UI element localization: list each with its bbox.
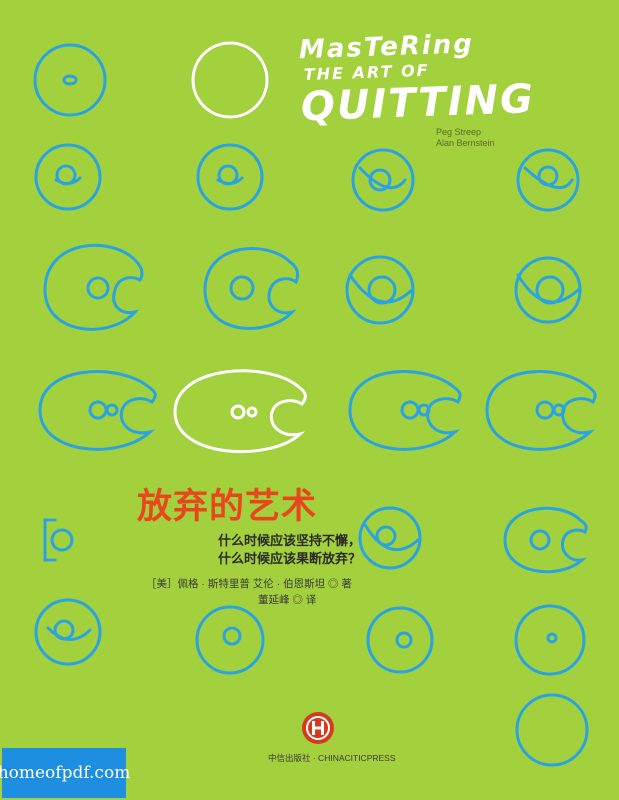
white-circle-decoration	[191, 41, 269, 119]
credits: ［美］佩格 · 斯特里普 艾伦 · 伯恩斯坦 ◎ 著 董延峰 ◎ 译	[146, 576, 352, 608]
english-title-line3: QUITTING	[300, 76, 536, 131]
circle-decoration	[348, 370, 462, 451]
circle-decoration	[43, 243, 144, 331]
chinese-title: 放弃的艺术	[137, 486, 318, 527]
circle-decoration	[516, 148, 580, 212]
circle-decoration	[366, 606, 434, 674]
english-title: MasTeRing THE ART OFQUITTING	[298, 25, 601, 130]
chinese-subtitle: 什么时候应该坚持不懈， 什么时候应该果断放弃？	[218, 532, 361, 568]
circle-decoration	[38, 370, 157, 451]
author-name: Peg Streep	[436, 127, 482, 137]
subtitle-line: 什么时候应该果断放弃？	[218, 551, 362, 566]
circle-decoration	[351, 148, 415, 212]
white-circle-decoration	[173, 369, 307, 454]
publisher-logo	[302, 712, 334, 744]
circle-decoration	[195, 605, 265, 675]
circle-decoration	[514, 256, 582, 324]
author-name: Alan Bernstein	[436, 138, 495, 148]
english-authors: Peg Streep Alan Bernstein	[436, 127, 495, 149]
circle-decoration	[34, 143, 102, 211]
circle-decoration	[345, 255, 415, 325]
publisher-name: 中信出版社 · CHINACITICPRESS	[268, 753, 396, 763]
circle-decoration	[358, 506, 422, 570]
circle-decoration	[503, 506, 588, 574]
circle-decoration	[33, 43, 107, 117]
circle-decoration	[43, 518, 74, 562]
circle-decoration	[34, 598, 102, 666]
credits-authors: ［美］佩格 · 斯特里普 艾伦 · 伯恩斯坦 ◎ 著	[146, 578, 352, 590]
circle-decoration	[515, 693, 589, 767]
circle-decoration	[514, 604, 586, 676]
watermark-link[interactable]: homeofpdf.com	[0, 748, 130, 798]
credits-translator: 董延峰 ◎ 译	[258, 594, 317, 606]
circle-decoration	[203, 247, 300, 330]
circle-decoration	[196, 143, 264, 211]
circle-decoration	[485, 370, 597, 451]
subtitle-line: 什么时候应该坚持不懈，	[218, 533, 362, 548]
